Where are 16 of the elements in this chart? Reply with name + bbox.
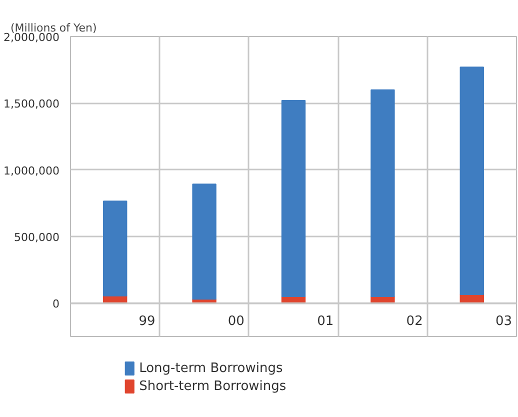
y-tick-label: 1,500,000 bbox=[4, 98, 60, 111]
bar bbox=[103, 200, 128, 296]
bar bbox=[281, 100, 306, 297]
x-tick-label: 01 bbox=[317, 314, 334, 329]
x-tick-label: 02 bbox=[406, 314, 423, 329]
legend-label: Short-term Borrowings bbox=[139, 379, 286, 394]
y-tick-label: 500,000 bbox=[14, 231, 60, 244]
y-tick-label: 1,000,000 bbox=[4, 164, 60, 178]
x-tick-label: 03 bbox=[496, 314, 512, 329]
bar bbox=[192, 184, 216, 300]
y-tick-label: 0 bbox=[52, 298, 60, 311]
bar bbox=[460, 66, 484, 295]
bar bbox=[370, 89, 395, 297]
x-tick-label: 99 bbox=[138, 314, 156, 329]
x-tick-label: 00 bbox=[228, 314, 244, 329]
legend-label: Long-term Borrowings bbox=[139, 361, 283, 376]
